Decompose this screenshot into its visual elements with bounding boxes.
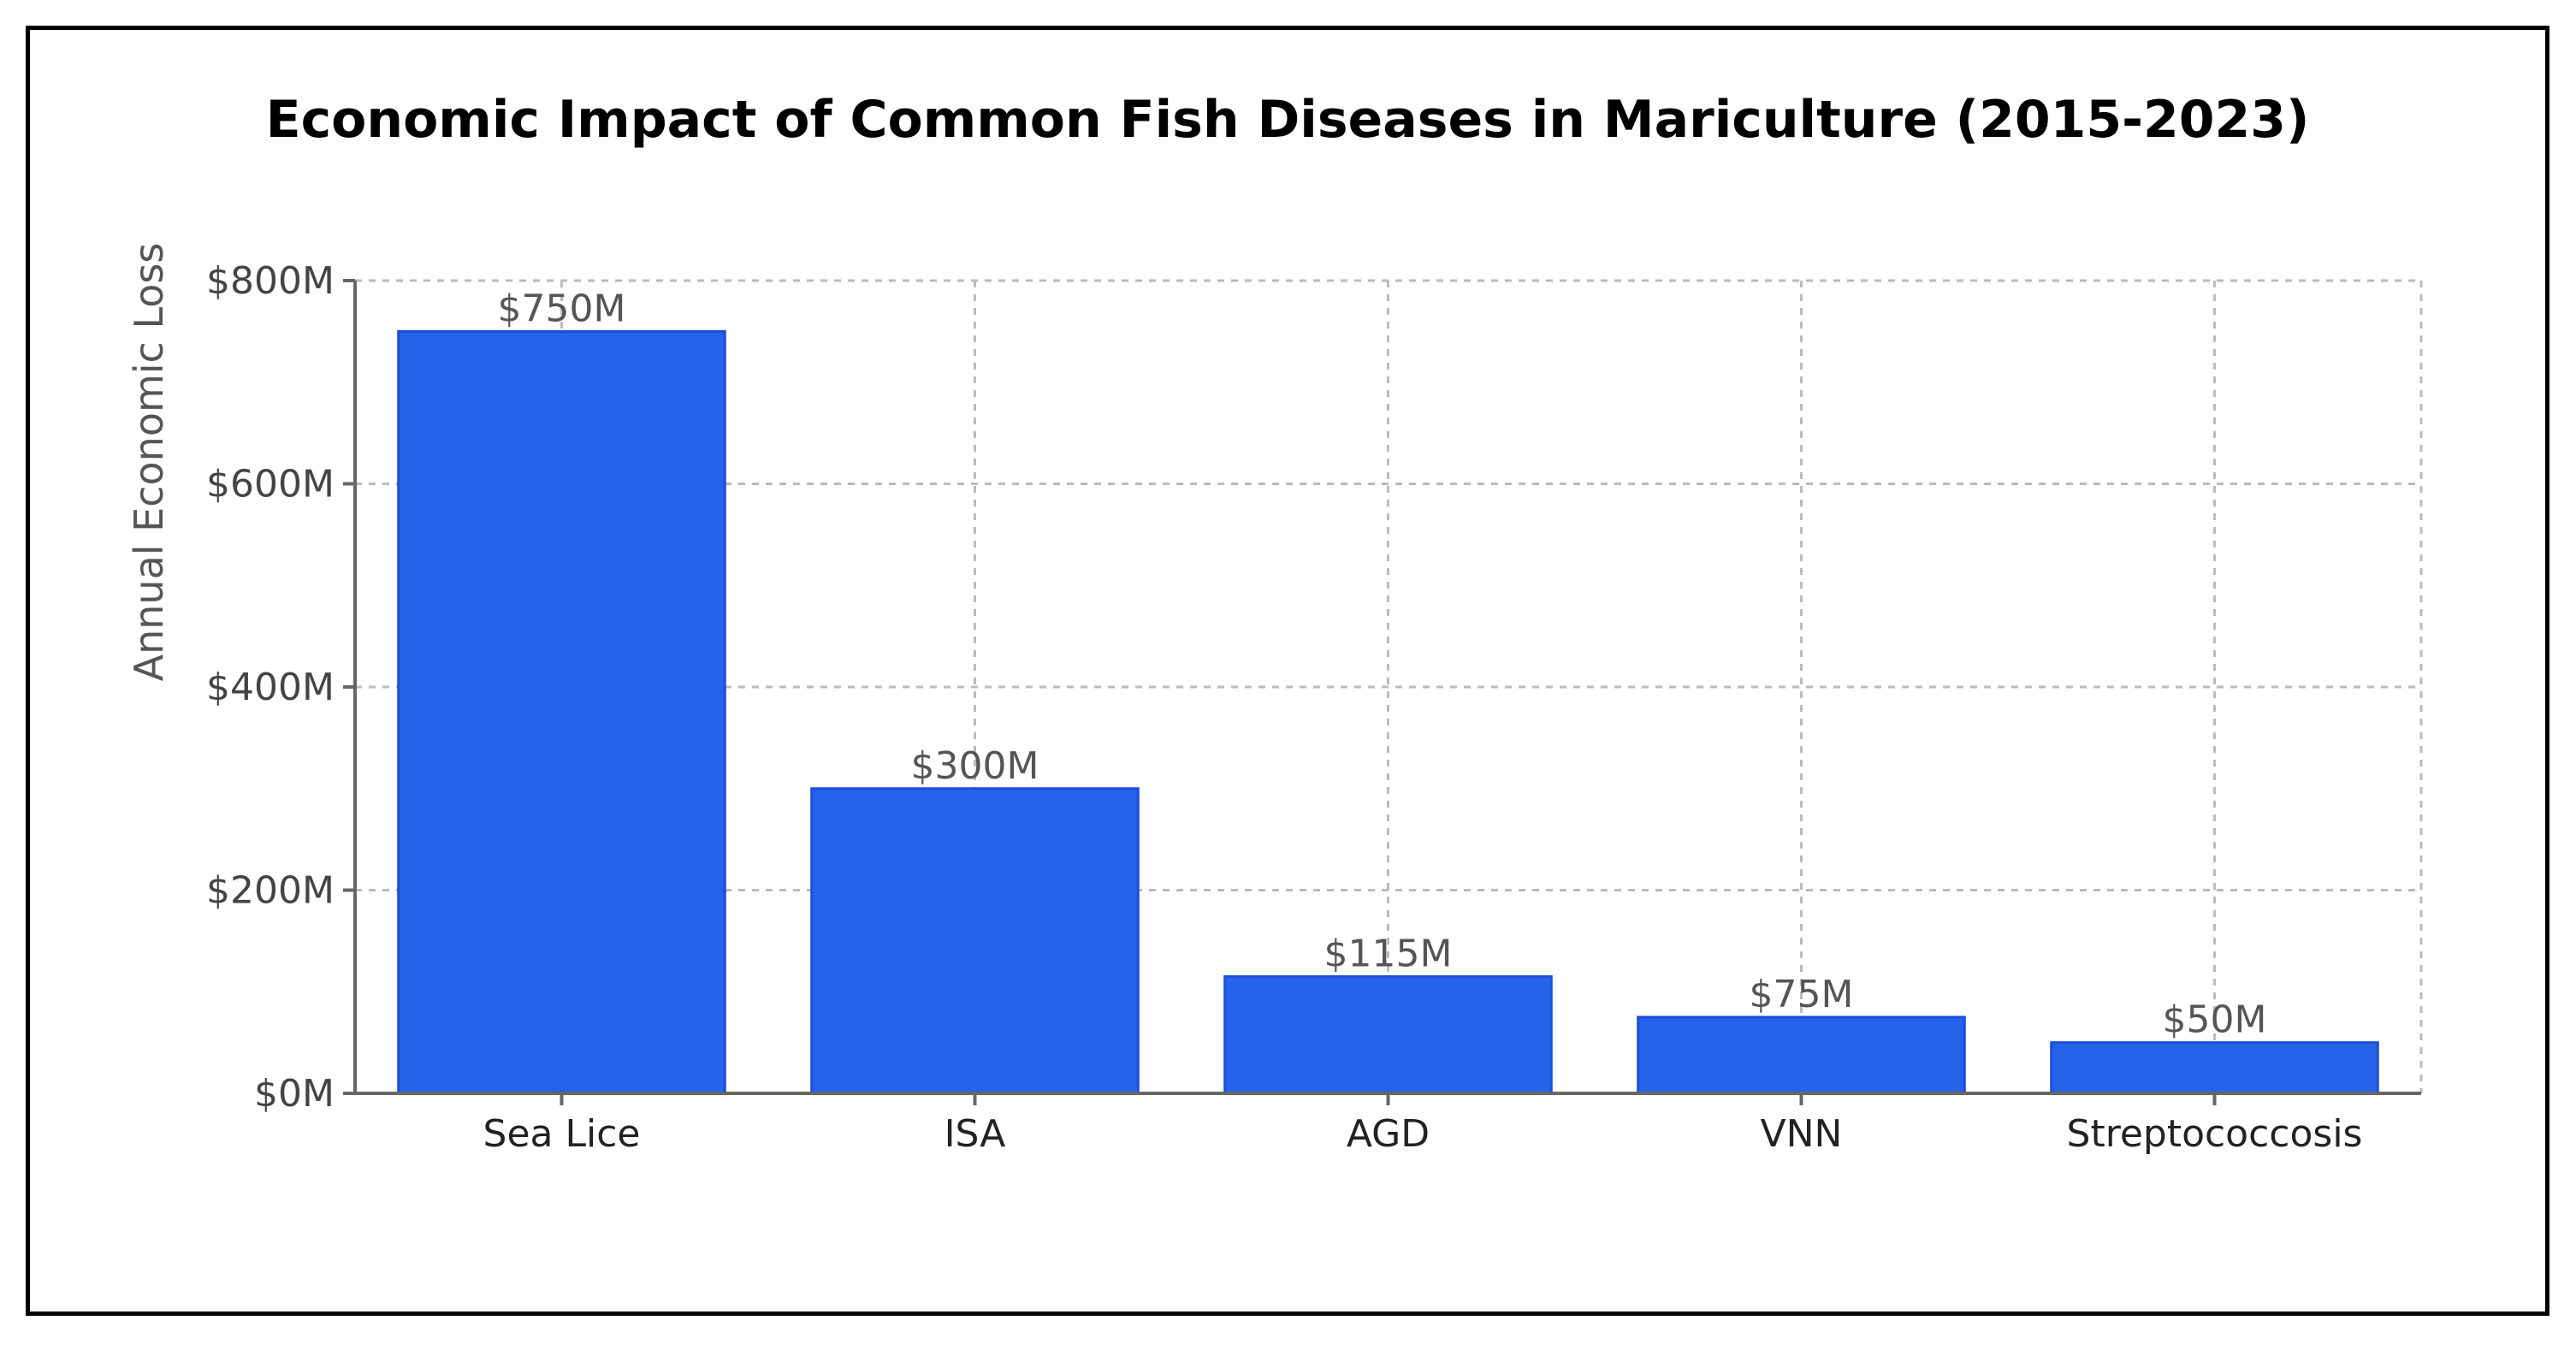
x-tick-label: Streptococcosis [2067,1112,2363,1156]
x-tick-label: ISA [945,1112,1006,1156]
bar [2050,1041,2379,1095]
y-tick-label: $400M [206,666,335,709]
x-tick-label: VNN [1761,1112,1843,1156]
y-axis-label: Annual Economic Loss [126,243,172,682]
bar [1637,1015,1966,1095]
y-tick-label: $0M [254,1072,335,1116]
data-label: $115M [1324,932,1453,975]
x-tick-label: AGD [1347,1112,1430,1156]
y-tick-label: $800M [206,259,335,303]
bar [810,787,1140,1095]
x-tick-label: Sea Lice [483,1112,641,1156]
axes [343,279,2421,1105]
data-label: $300M [911,744,1039,788]
bars [397,329,2379,1095]
data-label: $75M [1750,973,1854,1016]
data-label: $50M [2163,998,2267,1042]
y-tick-label: $200M [206,869,335,913]
bar [1223,974,1553,1095]
labels: $0M $200M $400M $600M $800M $750M Sea Lice $300… [206,259,2362,1156]
bar [397,329,726,1095]
y-tick-label: $600M [206,463,335,506]
chart-title: Economic Impact of Common Fish Diseases … [266,90,2310,150]
data-label: $750M [498,287,626,330]
